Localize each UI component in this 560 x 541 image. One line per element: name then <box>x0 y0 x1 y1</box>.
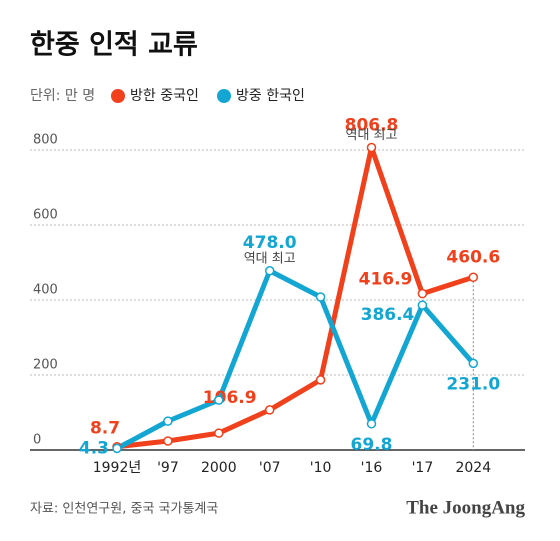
annotation: 역대 최고 <box>346 128 398 143</box>
point <box>264 405 275 415</box>
legend-label: 방중 한국인 <box>236 88 305 104</box>
legend-marker <box>111 89 125 103</box>
value-label: 106.9 <box>203 388 257 408</box>
point <box>315 375 326 385</box>
value-label: 416.9 <box>359 270 413 290</box>
source: 자료: 인천연구원, 중국 국가통계국 <box>30 502 218 517</box>
point <box>468 272 479 283</box>
point <box>417 288 428 299</box>
y-tick-label: 600 <box>33 208 58 223</box>
x-tick-label: '17 <box>412 460 434 476</box>
series-line <box>115 268 476 451</box>
value-label: 4.3 <box>79 438 109 458</box>
value-label: 806.8 <box>345 115 399 135</box>
y-tick-label: 200 <box>33 358 58 373</box>
point <box>112 443 122 454</box>
x-tick-label: '16 <box>361 460 383 476</box>
x-tick-label: '07 <box>259 460 281 476</box>
unit: 단위: 만 명 <box>30 88 95 104</box>
x-tick-label: 1992년 <box>93 460 142 476</box>
value-label: 386.4 <box>361 305 415 325</box>
legend-marker <box>217 89 231 103</box>
y-tick-label: 400 <box>33 283 58 298</box>
value-label: 8.7 <box>90 419 120 439</box>
y-tick-label: 0 <box>33 433 41 448</box>
x-tick-label: 2024 <box>455 460 491 476</box>
point <box>163 436 173 446</box>
series-line <box>116 144 475 450</box>
point <box>163 416 173 426</box>
logo: The JoongAng <box>406 497 525 518</box>
value-label: 460.6 <box>446 247 500 267</box>
x-tick-label: '10 <box>310 460 332 476</box>
point <box>264 266 275 276</box>
point <box>214 428 224 438</box>
point <box>366 142 377 153</box>
point <box>315 292 326 302</box>
legend-label: 방한 중국인 <box>130 88 199 104</box>
point <box>417 300 428 310</box>
chart-title: 한중 인적 교류 <box>30 30 198 61</box>
x-tick-label: '97 <box>157 460 179 476</box>
x-tick-label: 2000 <box>201 460 237 476</box>
point <box>214 395 224 405</box>
value-label: 69.8 <box>351 435 393 455</box>
value-label: 478.0 <box>243 233 297 253</box>
value-label: 231.0 <box>446 374 500 394</box>
annotation: 역대 최고 <box>244 251 296 266</box>
y-tick-label: 800 <box>33 133 58 148</box>
point <box>468 358 479 369</box>
point <box>366 419 377 429</box>
